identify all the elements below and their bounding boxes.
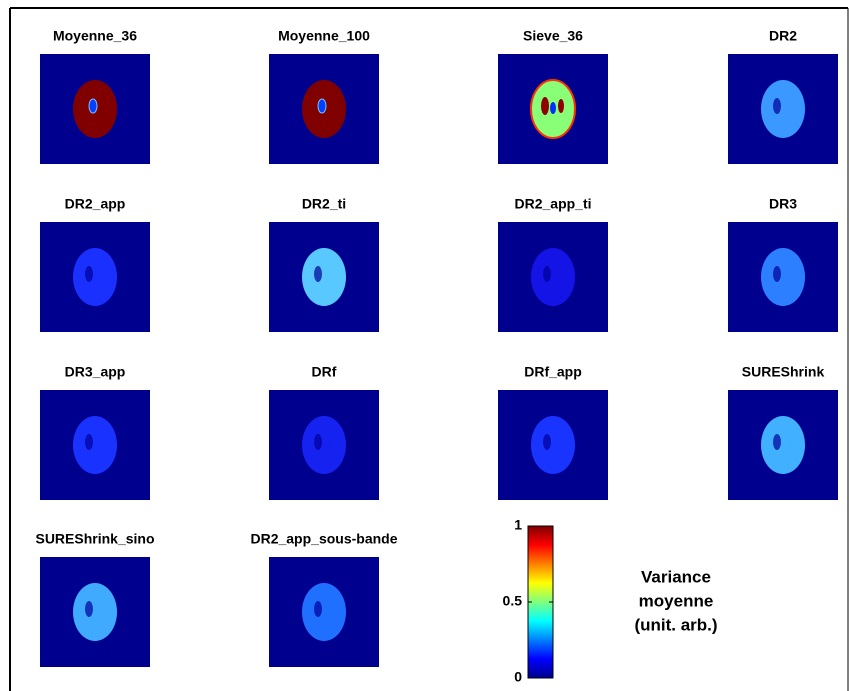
colorbar-tick-label: 1: [514, 517, 522, 533]
phantom-detail: [328, 269, 334, 281]
phantom-detail: [314, 266, 322, 282]
panel-title: DRf_app: [524, 364, 582, 380]
phantom-detail: [550, 102, 556, 114]
panel-title: Moyenne_36: [53, 28, 137, 44]
phantom-detail: [558, 99, 564, 113]
phantom-detail: [314, 601, 322, 617]
phantom-detail: [543, 434, 551, 450]
phantom-detail: [787, 101, 793, 113]
panel-title: Moyenne_100: [278, 28, 370, 44]
colorbar-tick-label: 0.5: [503, 593, 523, 609]
phantom: [302, 416, 346, 474]
phantom-detail: [543, 266, 551, 282]
panel-title: DR2: [769, 28, 797, 44]
colorbar-label: moyenne: [639, 591, 714, 610]
phantom-detail: [99, 437, 105, 449]
panel-title: DR2_app_ti: [514, 196, 591, 212]
phantom: [302, 583, 346, 641]
phantom: [761, 80, 805, 138]
panel-title: DRf: [312, 364, 337, 380]
panel-title: DR2_app_sous-bande: [250, 531, 397, 547]
phantom-detail: [787, 269, 793, 281]
phantom-detail: [85, 266, 93, 282]
panels: Moyenne_36 Moyenne_100 Sieve_36 DR2 DR2_app D…: [35, 28, 838, 667]
phantom-detail: [557, 269, 563, 281]
phantom-detail: [328, 604, 334, 616]
phantom-detail: [787, 437, 793, 449]
panel-title: DR2_app: [65, 196, 126, 212]
phantom-detail: [88, 98, 98, 114]
phantom-detail: [85, 601, 93, 617]
panel-title: DR2_ti: [302, 196, 346, 212]
panel-title: SUREShrink: [742, 364, 825, 380]
phantom-detail: [99, 604, 105, 616]
phantom-detail: [317, 98, 327, 114]
phantom-detail: [85, 434, 93, 450]
phantom-detail: [773, 266, 781, 282]
colorbar: [527, 525, 554, 679]
colorbar-label: Variance: [641, 567, 711, 586]
phantom: [761, 416, 805, 474]
phantom: [73, 416, 117, 474]
phantom: [531, 416, 575, 474]
phantom-detail: [773, 434, 781, 450]
phantom: [302, 248, 346, 306]
phantom: [73, 583, 117, 641]
panel-title: DR3: [769, 196, 797, 212]
phantom-detail: [541, 97, 549, 115]
panel-title: Sieve_36: [523, 28, 583, 44]
phantom: [73, 248, 117, 306]
colorbar-axis: 0 0.5 1 Variance moyenne (unit. arb.): [503, 517, 718, 685]
colorbar-tick-label: 0: [514, 669, 522, 685]
phantom: [531, 248, 575, 306]
phantom-detail: [99, 269, 105, 281]
phantom-detail: [557, 437, 563, 449]
phantom-detail: [314, 434, 322, 450]
phantom-detail: [328, 437, 334, 449]
panel-title: SUREShrink_sino: [35, 531, 154, 547]
phantom-detail: [773, 98, 781, 114]
phantom: [761, 248, 805, 306]
panel-title: DR3_app: [65, 364, 126, 380]
colorbar-label: (unit. arb.): [634, 615, 717, 634]
